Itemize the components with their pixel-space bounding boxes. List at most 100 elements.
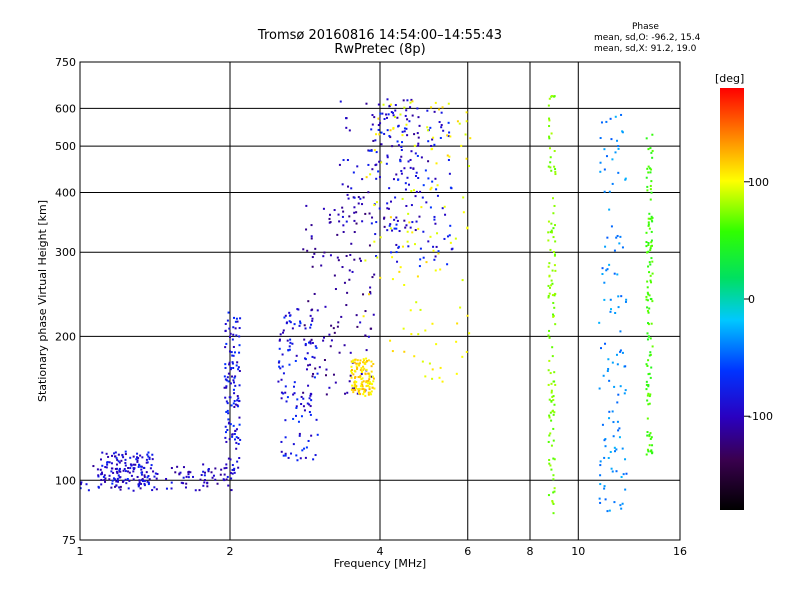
data-point — [280, 391, 283, 394]
data-point — [318, 366, 321, 369]
data-point — [356, 392, 359, 395]
data-point — [229, 332, 232, 335]
data-point — [410, 333, 413, 336]
data-point — [620, 476, 623, 479]
data-point — [404, 182, 407, 185]
data-point — [647, 359, 650, 362]
data-point — [227, 484, 230, 487]
data-point — [124, 458, 127, 461]
data-point — [232, 326, 235, 329]
y-tick-label: 100 — [55, 474, 76, 487]
data-point — [235, 428, 238, 431]
data-point — [414, 195, 417, 198]
data-point — [202, 484, 205, 487]
data-point — [647, 244, 650, 247]
data-point — [305, 368, 308, 371]
data-point — [291, 342, 294, 345]
data-point — [383, 118, 386, 121]
data-point — [295, 454, 298, 457]
data-point — [554, 292, 557, 295]
y-tick-label: 750 — [55, 56, 76, 69]
data-point — [300, 415, 303, 418]
data-point — [645, 176, 648, 179]
data-point — [609, 117, 612, 120]
data-point — [427, 177, 430, 180]
data-point — [552, 395, 555, 398]
data-point — [451, 247, 454, 250]
data-point — [289, 341, 292, 344]
data-point — [614, 115, 617, 118]
data-point — [104, 477, 107, 480]
data-point — [548, 97, 551, 100]
data-point — [234, 375, 237, 378]
data-point — [380, 143, 383, 146]
data-point — [407, 245, 410, 248]
data-point — [114, 485, 117, 488]
data-point — [143, 482, 146, 485]
data-point — [410, 204, 413, 207]
data-point — [325, 393, 328, 396]
data-point — [364, 259, 367, 262]
data-point — [547, 296, 550, 299]
data-point — [449, 224, 452, 227]
data-point — [552, 301, 555, 304]
data-point — [547, 104, 550, 107]
data-point — [148, 456, 151, 459]
data-point — [364, 362, 367, 365]
data-point — [238, 370, 241, 373]
data-point — [233, 376, 236, 379]
data-point — [548, 275, 551, 278]
data-point — [616, 363, 619, 366]
data-point — [550, 389, 553, 392]
data-point — [462, 211, 465, 214]
data-point — [649, 353, 652, 356]
data-point — [103, 478, 106, 481]
data-point — [231, 354, 234, 357]
data-point — [649, 432, 652, 435]
data-point — [424, 375, 427, 378]
data-point — [147, 455, 150, 458]
data-point — [152, 470, 155, 473]
point-group — [79, 463, 236, 492]
data-point — [303, 357, 306, 360]
data-point — [550, 222, 553, 225]
data-point — [553, 403, 556, 406]
data-point — [605, 155, 608, 158]
data-point — [287, 456, 290, 459]
data-point — [645, 231, 648, 234]
data-point — [548, 462, 551, 465]
data-point — [393, 115, 396, 118]
data-point — [401, 130, 404, 133]
data-point — [438, 121, 441, 124]
data-point — [646, 309, 649, 312]
data-point — [552, 236, 555, 239]
data-point — [323, 359, 326, 362]
data-point — [552, 457, 555, 460]
data-point — [646, 299, 649, 302]
data-point — [414, 152, 417, 155]
data-point — [651, 260, 654, 263]
data-point — [547, 383, 550, 386]
data-point — [292, 443, 295, 446]
data-point — [604, 245, 607, 248]
data-point — [357, 362, 360, 365]
data-point — [362, 359, 365, 362]
data-point — [402, 327, 405, 330]
x-axis-label: Frequency [MHz] — [334, 557, 426, 570]
data-point — [211, 476, 214, 479]
data-point — [604, 438, 607, 441]
data-point — [365, 357, 368, 360]
data-point — [304, 342, 307, 345]
data-point — [230, 477, 233, 480]
data-point — [553, 487, 556, 490]
data-point — [365, 176, 368, 179]
data-point — [223, 467, 226, 470]
data-point — [237, 366, 240, 369]
data-point — [238, 327, 241, 330]
data-point — [389, 223, 392, 226]
data-point — [360, 382, 363, 385]
data-point — [647, 223, 650, 226]
data-point — [124, 478, 127, 481]
data-point — [382, 217, 385, 220]
data-point — [299, 320, 302, 323]
